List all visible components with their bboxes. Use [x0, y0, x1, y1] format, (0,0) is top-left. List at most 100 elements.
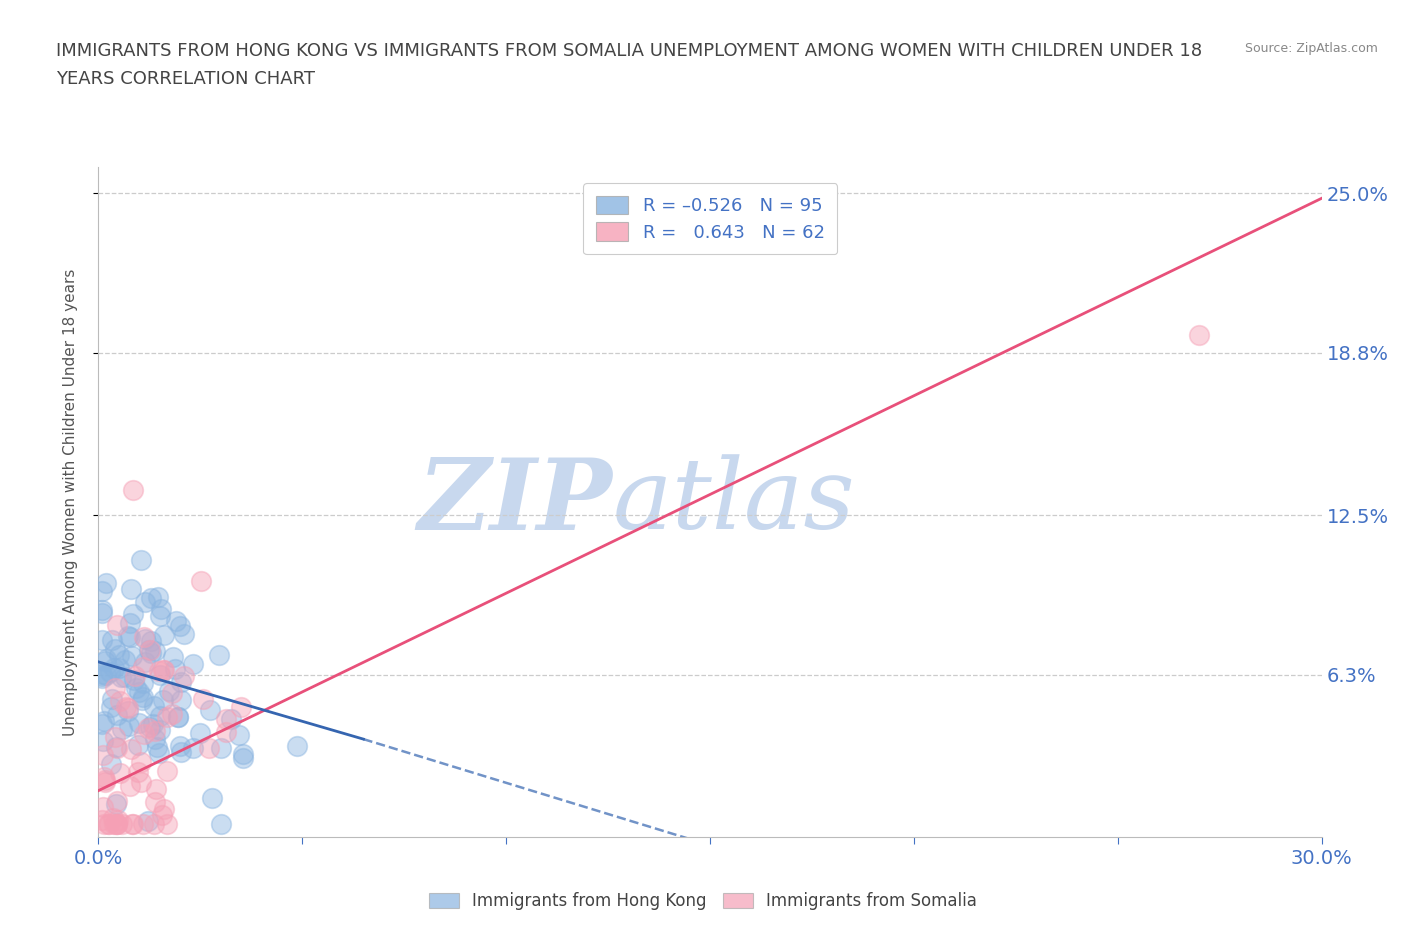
Point: [107, 813, 129, 828]
Point: [111, 817, 134, 831]
Point: [156, 710, 179, 724]
Point: [142, 717, 165, 732]
Point: [105, 741, 128, 756]
Point: [129, 754, 152, 769]
Point: [198, 740, 221, 755]
Point: [201, 790, 224, 805]
Point: [100, 699, 122, 714]
Point: [1188, 327, 1211, 342]
Point: [93, 714, 115, 729]
Point: [101, 691, 124, 706]
Point: [101, 811, 124, 826]
Point: [91, 717, 114, 732]
Point: [170, 744, 193, 759]
Point: [98, 664, 121, 679]
Point: [209, 740, 232, 755]
Point: [149, 668, 172, 683]
Point: [104, 729, 127, 744]
Point: [91, 733, 114, 748]
Point: [93, 799, 115, 814]
Point: [162, 707, 184, 722]
Point: [156, 764, 179, 778]
Point: [169, 738, 191, 753]
Point: [103, 660, 125, 675]
Point: [120, 616, 142, 631]
Point: [129, 775, 152, 790]
Point: [107, 660, 129, 675]
Point: [170, 674, 193, 689]
Point: [169, 692, 191, 707]
Point: [208, 647, 231, 662]
Point: [160, 686, 183, 701]
Point: [131, 676, 153, 691]
Point: [91, 671, 114, 685]
Point: [97, 817, 120, 831]
Legend: R = –0.526   N = 95, R =   0.643   N = 62: R = –0.526 N = 95, R = 0.643 N = 62: [583, 183, 837, 254]
Point: [120, 741, 142, 756]
Point: [103, 817, 125, 831]
Point: [134, 594, 156, 609]
Point: [93, 817, 115, 831]
Point: [173, 627, 195, 642]
Point: [121, 606, 143, 621]
Point: [190, 574, 212, 589]
Point: [132, 817, 155, 831]
Point: [149, 602, 172, 617]
Point: [122, 483, 145, 498]
Point: [162, 649, 184, 664]
Point: [121, 649, 143, 664]
Point: [165, 614, 187, 629]
Point: [231, 699, 253, 714]
Point: [94, 772, 117, 787]
Text: atlas: atlas: [612, 455, 855, 550]
Point: [127, 764, 149, 779]
Text: ZIP: ZIP: [418, 454, 612, 551]
Point: [94, 576, 117, 591]
Point: [198, 703, 221, 718]
Y-axis label: Unemployment Among Women with Children Under 18 years: Unemployment Among Women with Children U…: [63, 269, 77, 736]
Point: [125, 681, 148, 696]
Point: [91, 633, 114, 648]
Point: [215, 711, 238, 726]
Point: [152, 693, 174, 708]
Point: [181, 657, 204, 671]
Point: [127, 737, 149, 752]
Point: [215, 725, 238, 740]
Point: [104, 796, 127, 811]
Point: [105, 708, 128, 723]
Point: [139, 645, 162, 660]
Point: [149, 722, 172, 737]
Point: [98, 817, 121, 831]
Point: [143, 698, 166, 713]
Point: [124, 669, 146, 684]
Point: [153, 628, 176, 643]
Point: [191, 692, 214, 707]
Point: [173, 669, 195, 684]
Point: [110, 721, 132, 736]
Point: [219, 712, 242, 727]
Point: [134, 631, 156, 646]
Point: [121, 817, 143, 831]
Point: [96, 668, 118, 683]
Point: [141, 591, 163, 605]
Point: [153, 663, 176, 678]
Point: [128, 684, 150, 699]
Point: [121, 817, 143, 831]
Point: [114, 670, 136, 684]
Point: [114, 653, 136, 668]
Point: [107, 618, 129, 632]
Point: [91, 603, 114, 618]
Point: [118, 719, 141, 734]
Point: [163, 662, 186, 677]
Point: [167, 710, 190, 724]
Point: [91, 667, 114, 682]
Point: [105, 817, 128, 831]
Point: [91, 669, 114, 684]
Point: [134, 654, 156, 669]
Point: [129, 552, 152, 567]
Point: [132, 727, 155, 742]
Point: [91, 584, 114, 599]
Point: [181, 741, 204, 756]
Point: [115, 700, 138, 715]
Point: [128, 715, 150, 730]
